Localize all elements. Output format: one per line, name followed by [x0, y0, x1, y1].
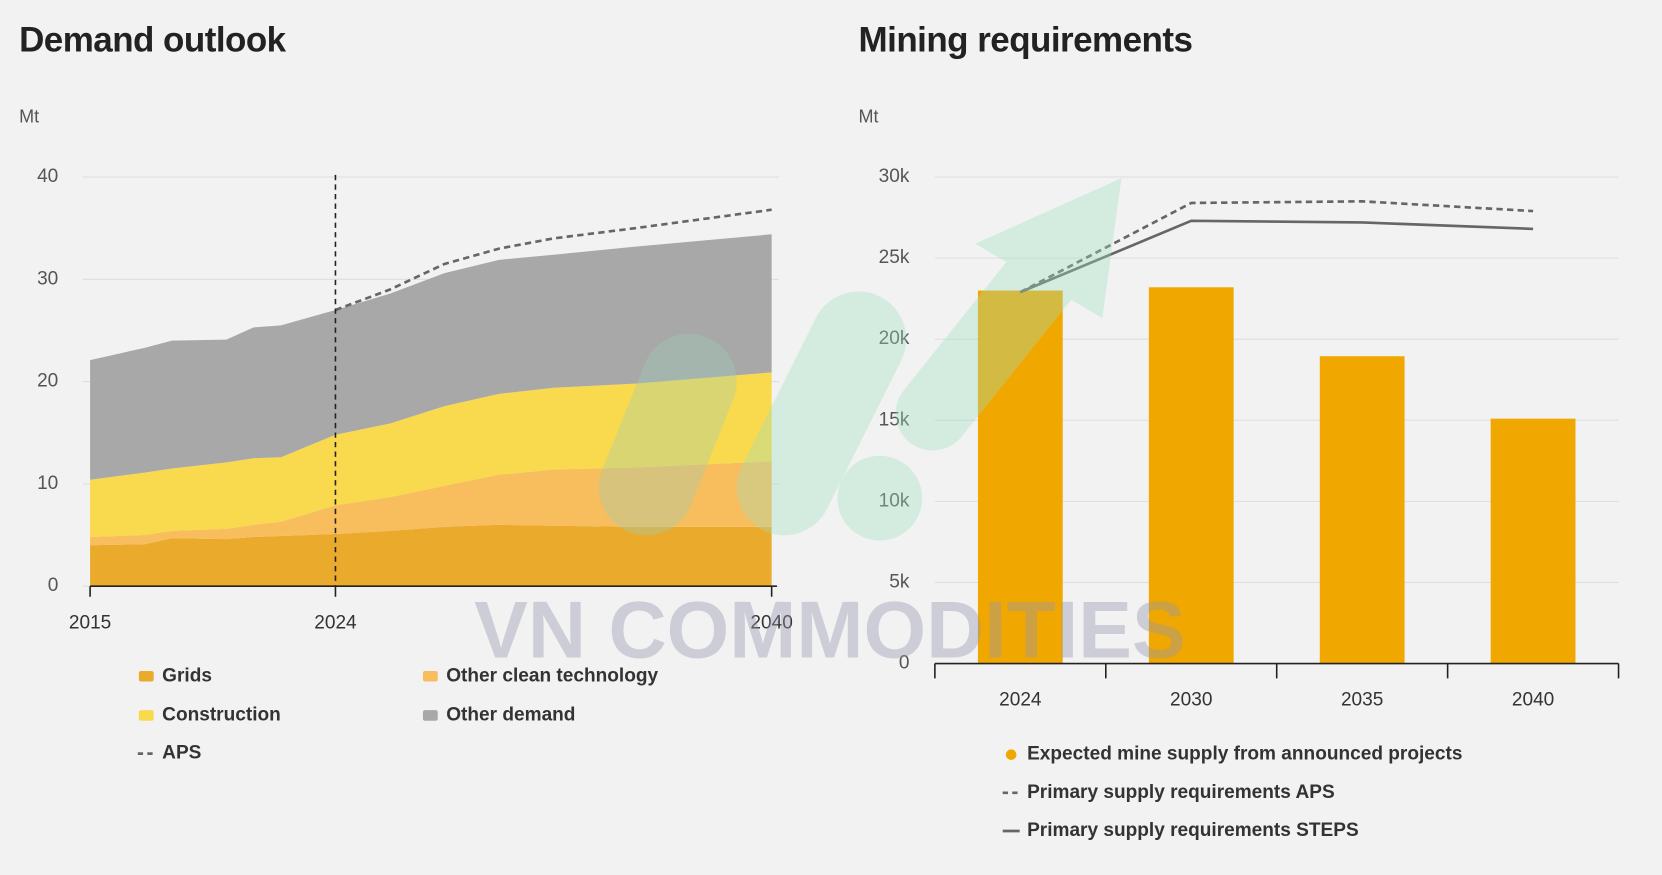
watermark-logo: [598, 178, 1122, 541]
logo-stroke: [895, 217, 1098, 451]
legend-label: Expected mine supply from announced proj…: [1027, 744, 1462, 765]
y-tick-label: 10k: [879, 490, 910, 511]
bar: [1319, 356, 1405, 664]
line-series: [1019, 219, 1534, 294]
legend-marker: [1005, 749, 1017, 760]
chart-title: Mining requirements: [859, 21, 1193, 60]
logo-arrowhead: [975, 178, 1122, 318]
area-series: [90, 372, 772, 538]
x-tick-label: 2030: [1170, 690, 1212, 711]
y-tick-label: 10: [37, 473, 58, 494]
line-series: [1019, 200, 1534, 294]
x-tick-label: 2040: [750, 612, 792, 633]
y-tick-label: 15k: [879, 409, 910, 430]
legend-label: Grids: [162, 665, 212, 686]
y-axis-unit: Mt: [19, 106, 39, 126]
legend-label: Primary supply requirements APS: [1027, 782, 1335, 803]
y-tick-label: 30: [37, 268, 58, 289]
area-series: [90, 234, 772, 480]
legend-label: APS: [162, 743, 201, 764]
y-tick-label: 5k: [889, 571, 910, 592]
bar: [977, 290, 1063, 664]
chart-demand: 0 10 20 30 40 2015 2024 2040 Grids Other clean te…: [37, 166, 793, 764]
x-tick-label: 2024: [999, 690, 1042, 711]
y-tick-label: 30k: [879, 166, 910, 187]
y-tick-label: 0: [48, 575, 59, 596]
x-tick-label: 2035: [1341, 690, 1383, 711]
chart-mining: 0 5k 10k 15k 20k 25k 30k 2024 2030 2035 2040 Expect…: [879, 166, 1620, 841]
x-tick-label: 2040: [1512, 690, 1554, 711]
line-series: [334, 208, 772, 312]
y-tick-label: 25k: [879, 247, 910, 268]
logo-stroke: [598, 333, 737, 536]
legend-marker: [138, 710, 154, 721]
legend-marker: [422, 710, 438, 721]
y-tick-label: 20: [37, 371, 58, 392]
chart-title: Demand outlook: [19, 21, 287, 60]
legend-marker: [138, 670, 154, 682]
bar: [1490, 418, 1576, 664]
area-series: [90, 461, 772, 546]
y-tick-label: 20k: [879, 328, 910, 349]
logo-stroke: [736, 291, 907, 536]
area-series: [90, 524, 772, 587]
y-axis-unit: Mt: [859, 106, 879, 126]
legend-label: Other clean technology: [446, 665, 658, 686]
y-tick-label: 0: [899, 653, 910, 674]
x-tick-label: 2024: [314, 612, 357, 633]
y-tick-label: 40: [37, 166, 58, 187]
legend-label: Construction: [162, 705, 281, 726]
legend-marker: [422, 670, 438, 682]
x-tick-label: 2015: [69, 612, 111, 633]
bar: [1148, 287, 1234, 664]
legend-label: Primary supply requirements STEPS: [1027, 820, 1359, 841]
logo-dot: [837, 455, 923, 541]
legend-label: Other demand: [446, 705, 575, 726]
watermark: VN COMMODITIES: [474, 585, 1186, 675]
